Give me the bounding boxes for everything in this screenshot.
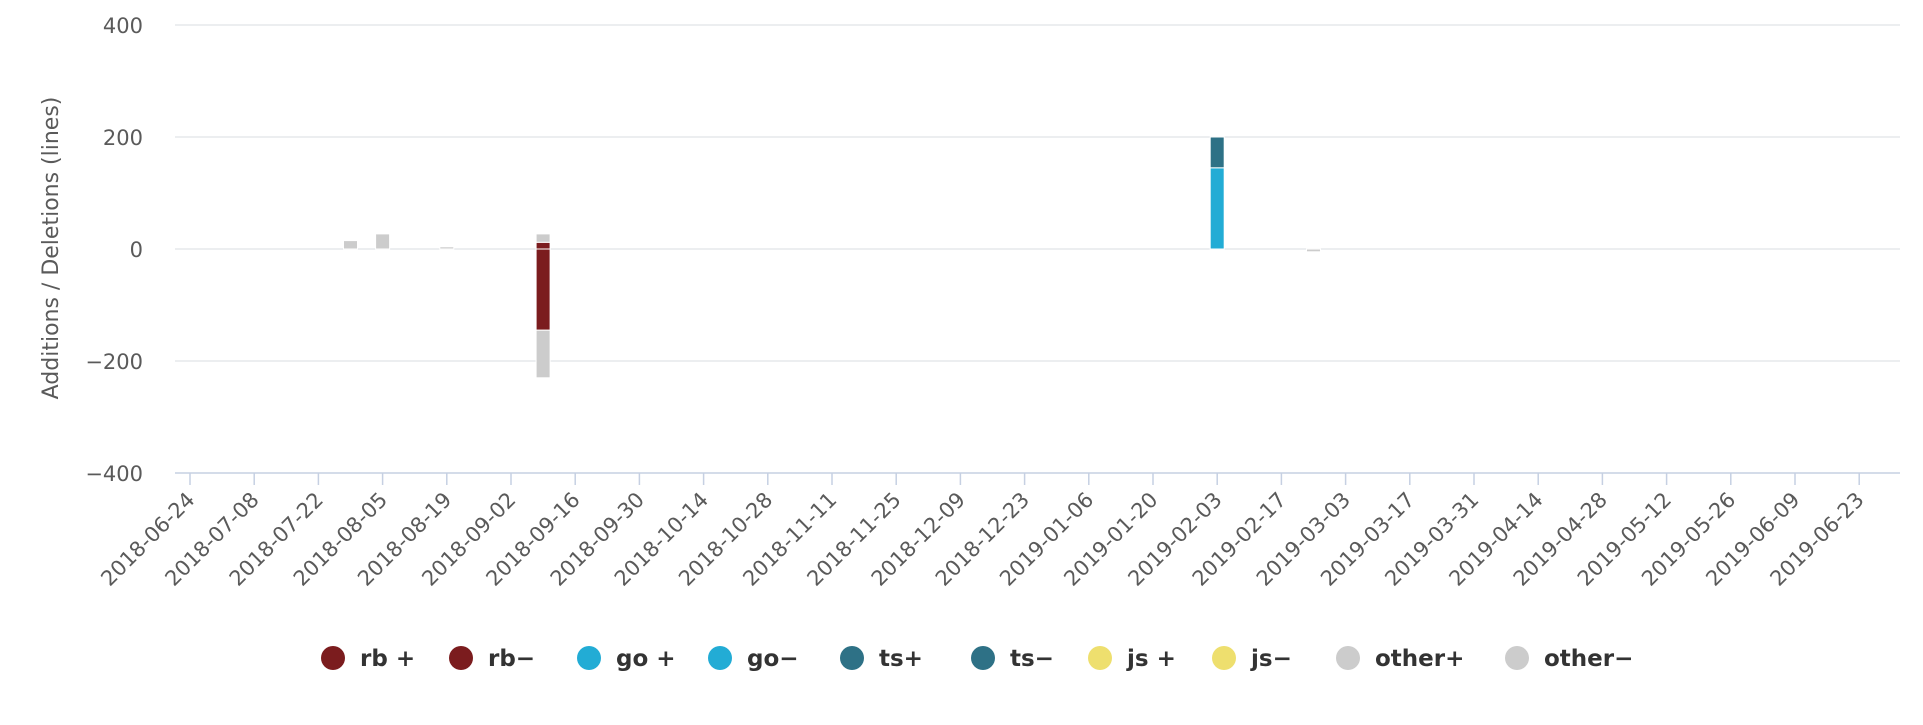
legend-item: js−	[1212, 646, 1292, 672]
grid	[175, 24, 1900, 362]
bars	[343, 136, 1321, 379]
legend-marker-icon	[1088, 646, 1112, 670]
legend-marker-icon	[321, 646, 345, 670]
legend-item: other−	[1505, 646, 1633, 672]
legend: rb + rb− go + go− ts+ ts− js + js− other+ other−	[321, 646, 1633, 672]
axes: Additions / Deletions (lines) 400 200 0 −20…	[39, 14, 1900, 591]
legend-marker-icon	[1505, 646, 1529, 670]
legend-label: other+	[1375, 646, 1464, 672]
legend-item: ts+	[840, 646, 923, 672]
legend-item: rb−	[449, 646, 535, 672]
legend-item: other+	[1336, 646, 1464, 672]
legend-item: ts−	[971, 646, 1054, 672]
y-tick-label: −400	[85, 462, 143, 486]
y-axis-title: Additions / Deletions (lines)	[39, 97, 64, 400]
legend-marker-icon	[449, 646, 473, 670]
legend-label: ts+	[879, 646, 923, 672]
bar-segment	[535, 248, 551, 331]
legend-label: rb−	[488, 646, 535, 672]
legend-item: go +	[577, 646, 676, 672]
bar-segment	[535, 241, 551, 250]
legend-marker-icon	[1336, 646, 1360, 670]
legend-marker-icon	[971, 646, 995, 670]
bar-segment	[375, 233, 391, 250]
y-tick-label: 200	[103, 126, 143, 150]
bar-segment	[1209, 136, 1225, 169]
bar-segment	[1306, 248, 1321, 253]
legend-item: go−	[708, 646, 799, 672]
legend-marker-icon	[1212, 646, 1236, 670]
bar-segment	[535, 329, 551, 379]
bar-segment	[1209, 167, 1225, 250]
legend-label: js−	[1250, 646, 1292, 672]
legend-marker-icon	[708, 646, 732, 670]
bar-segment	[535, 233, 551, 243]
legend-label: js +	[1126, 646, 1176, 672]
y-tick-label: 400	[103, 14, 143, 38]
legend-label: go +	[616, 646, 676, 672]
legend-label: go−	[747, 646, 799, 672]
legend-marker-icon	[577, 646, 601, 670]
legend-item: js +	[1088, 646, 1176, 672]
bar-segment	[343, 240, 358, 250]
legend-marker-icon	[840, 646, 864, 670]
legend-item: rb +	[321, 646, 415, 672]
y-tick-label: 0	[130, 238, 143, 262]
bar-segment	[439, 246, 455, 250]
legend-label: ts−	[1010, 646, 1054, 672]
legend-label: rb +	[360, 646, 415, 672]
y-tick-label: −200	[85, 350, 143, 374]
legend-label: other−	[1544, 646, 1633, 672]
